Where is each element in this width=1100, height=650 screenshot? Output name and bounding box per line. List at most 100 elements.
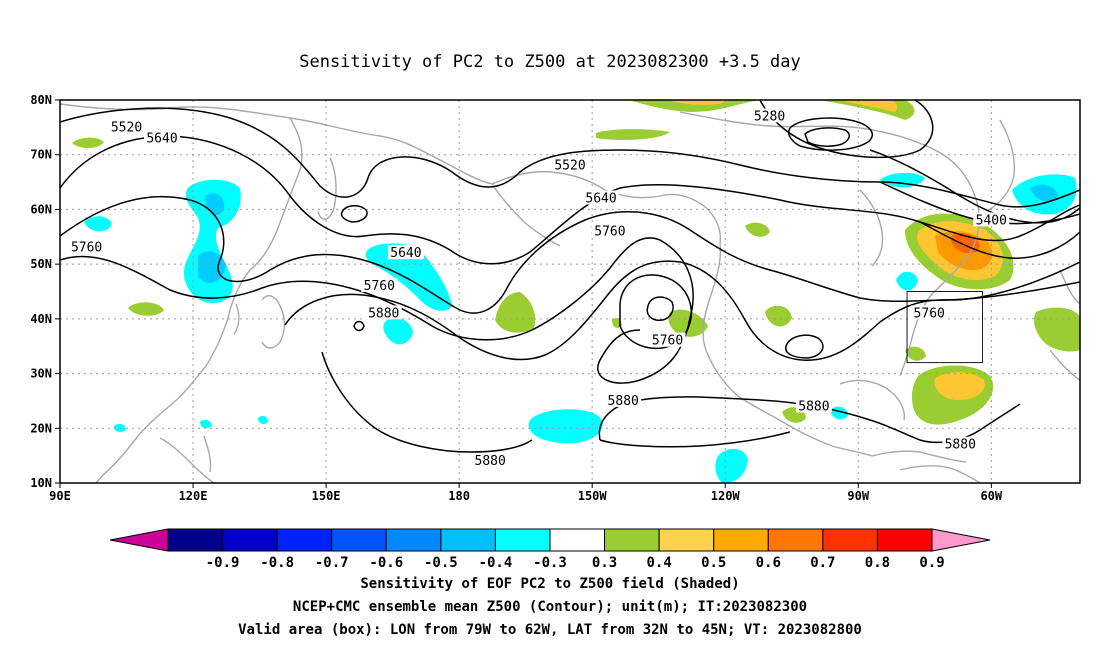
caption-line-1: Sensitivity of EOF PC2 to Z500 field (Sh… [360, 576, 739, 592]
shade-neg-misc-1 [258, 415, 268, 425]
lon-tick-label: 120E [179, 489, 208, 503]
contour-label: 5880 [945, 438, 976, 453]
low-north-inner [788, 117, 873, 151]
lon-tick-label: 90W [847, 489, 869, 503]
colorbar-tick-label: 0.3 [592, 555, 617, 571]
shade-neg-hudson [880, 172, 925, 188]
shade-pos-florida [905, 346, 926, 361]
contour-label: 5520 [111, 120, 142, 135]
contour-labels: 5520 5640 5760 5640 5760 5880 5520 5640 5760 5280… [68, 108, 1010, 469]
valid-area-box [906, 291, 983, 364]
colorbar-tick-label: 0.7 [810, 555, 835, 571]
colorbar-swatch [822, 528, 878, 552]
contour-label-bg [108, 119, 145, 134]
contour-label: 5760 [364, 279, 395, 294]
coast-europe [1059, 269, 1080, 305]
map-layers: 5520 5640 5760 5640 5760 5880 5520 5640 5760 5280… [60, 100, 1080, 483]
colorbar-tick-label: -0.9 [206, 555, 240, 571]
lat-tick-label: 20N [30, 421, 52, 435]
contour-label: 5640 [146, 131, 177, 146]
coast-kamchatka [317, 157, 337, 220]
coastlines [60, 103, 1080, 483]
colorbar-tick-label: -0.4 [479, 555, 513, 571]
shade-pos-npole-2 [840, 100, 898, 112]
coast-japan [261, 295, 286, 349]
colorbar-tick-label: -0.8 [260, 555, 294, 571]
lat-tick-label: 40N [30, 312, 52, 326]
contour-label-bg [365, 305, 402, 320]
contour-label-bg [361, 278, 398, 293]
coast-sea [159, 437, 215, 483]
map-panel: 5520 5640 5760 5640 5760 5880 5520 5640 5760 5280… [30, 93, 1081, 503]
contour-label-bg [795, 398, 832, 413]
coast-us-west [702, 243, 787, 425]
contour-label-bg [68, 239, 105, 254]
contour-label-bg [552, 157, 588, 172]
shade-neg-eastcoast [896, 271, 918, 291]
colorbar-swatch [658, 528, 715, 552]
high-aleutian [353, 320, 365, 332]
coast-gulf [839, 379, 905, 421]
lat-tick-label: 30N [30, 367, 52, 381]
axis-tick-labels: 90E 120E 150E 180 150W 120W 90W 60W 80N 70N 60N 50N… [30, 93, 1003, 503]
low-pacific-inner [646, 296, 674, 321]
shade-neg-nwpac [365, 243, 452, 311]
shade-neg-misc-2 [200, 419, 212, 429]
coast-asia-north [60, 103, 493, 185]
colorbar-tick-label: -0.5 [424, 555, 458, 571]
shade-pos-pacific-1 [495, 292, 536, 333]
contour-label-bg [942, 436, 979, 451]
contour-label: 5760 [594, 224, 625, 239]
lat-tick-label: 10N [30, 476, 52, 490]
lon-tick-label: 90E [49, 489, 71, 503]
colorbar-swatch [167, 528, 224, 552]
lon-tick-label: 150W [578, 489, 608, 503]
caption-line-2: NCEP+CMC ensemble mean Z500 (Contour); u… [293, 599, 807, 615]
shade-pos-north-2 [668, 100, 730, 105]
lat-tick-label: 80N [30, 93, 52, 107]
shade-neg-central [383, 317, 413, 345]
colorbar-swatch [713, 528, 769, 552]
colorbar-swatch [385, 528, 442, 552]
contour-5760-a [60, 196, 1080, 314]
lat-tick-label: 70N [30, 148, 52, 162]
contour-label-bg [605, 392, 642, 407]
contour-5640 [60, 135, 1080, 265]
lon-tick-label: 150E [312, 489, 341, 503]
contour-label: 5880 [368, 306, 399, 321]
coast-sa-north [899, 465, 981, 483]
contour-label: 5760 [71, 241, 102, 256]
coast-mexico [785, 423, 873, 457]
colorbar-swatch [549, 528, 606, 552]
colorbar-swatch [222, 528, 278, 552]
lon-tick-label: 180 [448, 489, 470, 503]
colorbar-swatch [331, 528, 387, 552]
colorbar-tick-label: -0.3 [533, 555, 567, 571]
colorbar-end-low [109, 528, 169, 552]
contour-5880 [284, 260, 1080, 361]
contour-label: 5880 [798, 399, 829, 414]
figure-title: Sensitivity of PC2 to Z500 at 2023082300… [299, 52, 801, 72]
colorbar-swatch [440, 528, 496, 552]
coast-asia-east [95, 117, 303, 483]
shade-pos-north [628, 100, 760, 112]
low-kamchatka [340, 205, 368, 223]
colorbar-tick-label: 0.4 [646, 555, 671, 571]
contour-label-bg [973, 212, 1010, 227]
colorbar-tick-label: -0.7 [315, 555, 349, 571]
high-rockies [785, 334, 824, 359]
colorbar-end-high [931, 528, 991, 552]
z500-contours [60, 100, 1080, 453]
contour-label: 5280 [754, 109, 785, 124]
shade-pos-alaska [596, 129, 670, 140]
contour-5520-east [879, 181, 1080, 225]
shade-pos-pacific-4 [765, 305, 792, 327]
lat-tick-label: 60N [30, 202, 52, 216]
colorbar-tick-label: 0.5 [701, 555, 726, 571]
map-frame [59, 99, 1081, 484]
colorbar-swatch [604, 528, 660, 552]
shade-pos-kamchatka [72, 137, 104, 149]
low-north-inner-2 [804, 127, 850, 147]
colorbar-tick-label: 0.6 [756, 555, 781, 571]
